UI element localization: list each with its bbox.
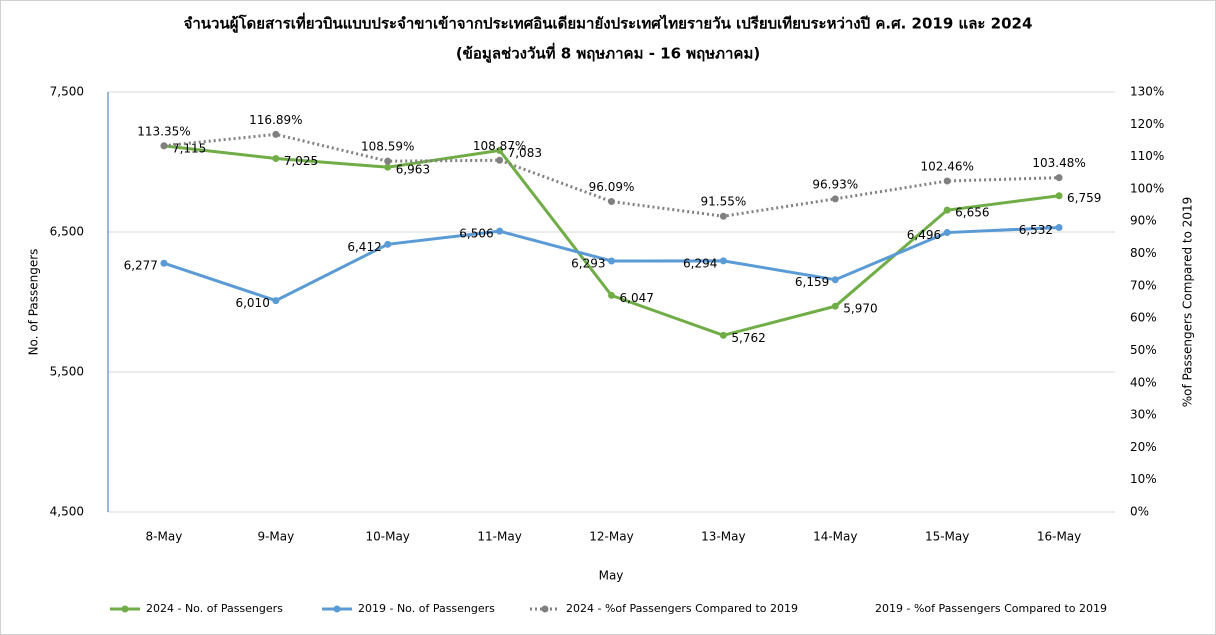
series-marker	[272, 155, 280, 162]
data-label: 5,970	[843, 302, 877, 316]
legend-marker	[333, 605, 341, 613]
y2-tick-label: 120%	[1130, 117, 1164, 131]
x-tick-label: 15-May	[925, 530, 969, 544]
y2-tick-label: 70%	[1130, 278, 1157, 292]
data-label: 113.35%	[137, 124, 190, 138]
y2-tick-label: 30%	[1130, 408, 1157, 422]
data-label: 96.93%	[812, 177, 858, 191]
x-tick-label: 11-May	[477, 530, 521, 544]
y-tick-label: 6,500	[50, 225, 84, 239]
series-marker	[719, 212, 727, 220]
series-marker	[943, 206, 951, 214]
legend-label: 2024 - No. of Passengers	[146, 602, 283, 615]
data-label: 6,010	[235, 296, 269, 310]
data-label: 6,047	[620, 291, 654, 305]
y-tick-label: 4,500	[50, 505, 84, 519]
data-label: 7,025	[284, 154, 318, 168]
series-marker	[608, 198, 615, 206]
series-marker	[1055, 192, 1063, 200]
data-label: 6,759	[1067, 191, 1101, 205]
y2-tick-label: 90%	[1130, 214, 1157, 228]
x-tick-label: 12-May	[589, 530, 633, 544]
x-tick-label: 16-May	[1037, 530, 1081, 544]
series-marker	[1055, 224, 1063, 232]
data-label: 6,532	[1019, 223, 1053, 237]
y2-tick-label: 50%	[1130, 343, 1157, 357]
series-line	[163, 132, 1060, 218]
data-label: 5,762	[731, 331, 765, 345]
series-marker	[831, 302, 839, 310]
series-marker	[1055, 174, 1063, 182]
series-marker	[384, 157, 392, 165]
series-marker	[496, 227, 504, 235]
data-label: 6,963	[396, 163, 430, 177]
data-label: 108.59%	[361, 140, 414, 154]
series-marker	[384, 240, 392, 248]
y-axis-label: No. of Passengers	[27, 249, 41, 356]
legend-label: 2024 - %of Passengers Compared to 2019	[566, 602, 798, 615]
chart-subtitle: (ข้อมูลช่วงวันที่ 8 พฤษภาคม - 16 พฤษภาคม…	[456, 43, 760, 64]
y2-tick-label: 80%	[1130, 246, 1157, 260]
data-label: 108.87%	[473, 139, 526, 153]
series-marker	[719, 257, 727, 265]
data-label: 6,159	[795, 275, 829, 289]
data-label: 7,083	[508, 146, 542, 160]
y2-tick-label: 130%	[1130, 85, 1164, 99]
data-label: 6,506	[459, 227, 493, 241]
series-marker	[160, 259, 168, 267]
y-tick-label: 7,500	[50, 85, 84, 99]
series-marker	[608, 291, 615, 299]
legend-marker	[121, 605, 129, 613]
series-marker	[384, 163, 392, 171]
data-label: 116.89%	[249, 113, 302, 127]
data-label: 6,294	[683, 256, 717, 270]
x-tick-label: 10-May	[366, 530, 410, 544]
y2-tick-label: 100%	[1130, 181, 1164, 195]
y2-tick-label: 20%	[1130, 440, 1157, 454]
legend-label: 2019 - No. of Passengers	[358, 602, 495, 615]
series-marker	[272, 297, 280, 305]
x-tick-label: 13-May	[701, 530, 745, 544]
data-label: 91.55%	[701, 195, 747, 209]
x-tick-label: 9-May	[257, 530, 294, 544]
data-label: 6,412	[347, 240, 381, 254]
series-marker	[608, 257, 615, 265]
y2-axis-label: %of Passengers Compared to 2019	[1181, 197, 1195, 408]
series-marker	[943, 229, 951, 237]
y2-tick-label: 40%	[1130, 375, 1157, 389]
data-label: 103.48%	[1032, 156, 1085, 170]
data-label: 96.09%	[589, 180, 635, 194]
legend-marker	[541, 605, 549, 613]
series-marker	[160, 142, 168, 150]
data-label: 6,496	[907, 228, 941, 242]
y2-tick-label: 10%	[1130, 472, 1157, 486]
series-marker	[496, 146, 504, 154]
data-label: 102.46%	[920, 159, 973, 173]
series-marker	[719, 331, 727, 339]
data-label: 6,656	[955, 206, 989, 220]
x-axis-label: May	[599, 569, 624, 583]
x-tick-label: 14-May	[813, 530, 857, 544]
series-marker	[943, 177, 951, 185]
data-label: 6,293	[571, 256, 605, 270]
y2-tick-label: 0%	[1130, 505, 1149, 519]
x-tick-label: 8-May	[146, 530, 183, 544]
y-tick-label: 5,500	[50, 365, 84, 379]
series-marker	[831, 195, 839, 203]
legend-label: 2019 - %of Passengers Compared to 2019	[875, 602, 1107, 615]
chart-title: จำนวนผู้โดยสารเที่ยวบินแบบประจำขาเข้าจาก…	[184, 13, 1033, 34]
y2-tick-label: 60%	[1130, 311, 1157, 325]
y2-tick-label: 110%	[1130, 149, 1164, 163]
series-marker	[496, 156, 504, 164]
data-label: 6,277	[124, 259, 158, 273]
series-marker	[831, 276, 839, 284]
series-marker	[272, 130, 280, 138]
